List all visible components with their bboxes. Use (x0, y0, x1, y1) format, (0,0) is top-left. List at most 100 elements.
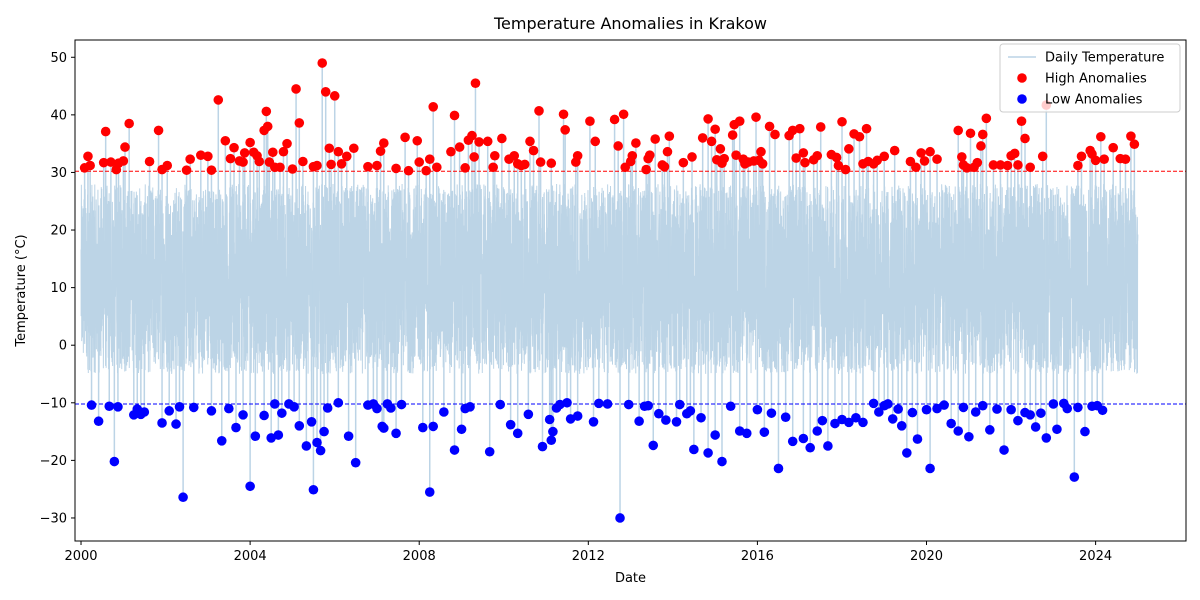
anomaly-point (213, 95, 224, 105)
y-axis-label: Temperature (°C) (14, 234, 29, 347)
anomaly-point (185, 154, 195, 165)
y-tick-label: 40 (50, 108, 67, 123)
anomaly-point (372, 160, 382, 171)
anomaly-point (1076, 151, 1087, 162)
anomaly-point (685, 406, 696, 416)
anomaly-point (659, 161, 670, 172)
anomaly-point (981, 113, 992, 124)
anomaly-point (188, 402, 199, 413)
legend: Daily Temperature High Anomalies Low Anoma… (999, 43, 1181, 113)
anomaly-point (1002, 160, 1013, 171)
anomaly-point (100, 126, 111, 137)
anomaly-point (418, 422, 428, 433)
anomaly-point (1016, 116, 1027, 126)
anomaly-point (1041, 433, 1052, 443)
anomaly-point (791, 153, 801, 163)
anomaly-point (764, 121, 775, 132)
anomaly-point (465, 402, 475, 412)
anomaly-point (544, 414, 555, 425)
anomaly-point (919, 156, 930, 166)
anomaly-point (231, 422, 241, 433)
anomaly-point (98, 157, 109, 168)
anomaly-point (1062, 403, 1073, 414)
anomaly-point (759, 427, 770, 437)
anomaly-point (291, 84, 301, 94)
x-tick-label: 2004 (234, 549, 267, 564)
anomaly-point (812, 426, 823, 436)
anomaly-point (972, 157, 983, 168)
anomaly-point (770, 129, 780, 140)
anomaly-point (902, 448, 912, 458)
anomaly-point (268, 147, 278, 158)
anomaly-point (144, 156, 155, 167)
anomaly-point (289, 402, 299, 412)
anomaly-point (275, 162, 285, 173)
anomaly-point (421, 165, 431, 176)
anomaly-point (414, 157, 425, 167)
anomaly-point (800, 157, 810, 168)
anomaly-point (174, 402, 185, 412)
anomaly-point (671, 416, 682, 427)
anomaly-point (727, 130, 738, 140)
anomaly-point (868, 398, 879, 409)
anomaly-point (1096, 131, 1106, 142)
anomaly-point (585, 116, 595, 126)
anomaly-point (312, 160, 322, 171)
anomaly-point (751, 112, 761, 122)
anomaly-point (717, 456, 727, 467)
anomaly-point (854, 131, 865, 142)
anomaly-point (1069, 472, 1080, 482)
anomaly-point (1030, 422, 1041, 432)
anomaly-point (925, 146, 935, 157)
x-tick-label: 2008 (403, 549, 436, 564)
anomaly-point (887, 414, 898, 424)
anomaly-point (157, 418, 167, 428)
anomaly-point (343, 431, 354, 441)
anomaly-point (962, 163, 972, 173)
anomaly-point (977, 400, 988, 411)
anomaly-point (386, 403, 396, 413)
anomaly-point (916, 148, 926, 158)
legend-box (999, 43, 1181, 113)
y-tick-label: 20 (50, 224, 67, 239)
anomaly-point (250, 431, 261, 441)
anomaly-point (83, 151, 93, 162)
anomaly-point (106, 157, 116, 167)
anomaly-point (537, 441, 548, 452)
chart-title: Temperature Anomalies in Krakow (493, 14, 767, 33)
anomaly-point (287, 164, 298, 174)
anomaly-point (378, 138, 389, 148)
anomaly-point (428, 102, 439, 112)
anomaly-point (1009, 148, 1020, 159)
anomaly-point (687, 152, 697, 162)
anomaly-point (696, 412, 706, 423)
anomaly-point (320, 87, 331, 97)
anomaly-point (403, 165, 414, 176)
anomaly-point (703, 448, 713, 458)
anomaly-point (278, 146, 289, 157)
anomaly-point (308, 484, 319, 495)
anomaly-point (1025, 162, 1036, 173)
x-tick-label: 2012 (572, 549, 605, 564)
anomaly-point (489, 150, 500, 161)
anomaly-point (837, 116, 847, 127)
legend-marker-dot (1017, 94, 1027, 104)
anomaly-point (528, 145, 539, 156)
anomaly-point (238, 157, 248, 167)
anomaly-point (879, 151, 890, 162)
anomaly-point (548, 426, 558, 437)
anomaly-point (449, 445, 460, 455)
anomaly-point (970, 407, 981, 417)
anomaly-point (664, 131, 675, 141)
anomaly-point (412, 135, 423, 146)
anomaly-point (181, 165, 192, 175)
anomaly-point (391, 428, 401, 439)
anomaly-point (109, 456, 120, 467)
anomaly-point (495, 399, 506, 410)
anomaly-point (1108, 142, 1118, 153)
anomaly-point (93, 416, 104, 427)
anomaly-point (312, 437, 322, 448)
anomaly-point (424, 487, 435, 497)
anomaly-point (315, 445, 326, 456)
anomaly-point (512, 428, 523, 439)
